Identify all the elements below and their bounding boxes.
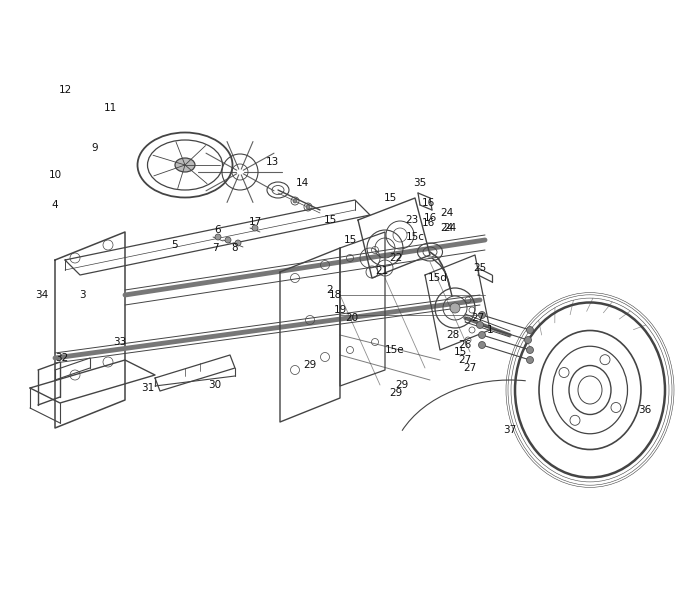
Circle shape xyxy=(526,347,533,353)
Text: 27: 27 xyxy=(458,355,472,365)
Circle shape xyxy=(225,237,231,243)
Circle shape xyxy=(526,356,533,364)
Text: 7: 7 xyxy=(211,243,218,253)
Text: 16: 16 xyxy=(424,213,437,223)
Text: 6: 6 xyxy=(215,225,221,235)
Ellipse shape xyxy=(175,158,195,172)
Text: 3: 3 xyxy=(78,290,85,300)
Text: 4: 4 xyxy=(52,200,58,210)
Circle shape xyxy=(479,342,486,348)
Text: 18: 18 xyxy=(328,290,342,300)
Text: 35: 35 xyxy=(414,178,426,188)
Text: 29: 29 xyxy=(303,360,316,370)
Circle shape xyxy=(477,322,484,328)
Circle shape xyxy=(306,205,310,209)
Circle shape xyxy=(252,225,258,231)
Text: 16: 16 xyxy=(421,218,435,228)
Text: 15: 15 xyxy=(323,215,337,225)
Text: 36: 36 xyxy=(638,405,652,415)
Text: 21: 21 xyxy=(375,266,389,276)
Text: 27: 27 xyxy=(471,313,484,323)
Circle shape xyxy=(293,199,297,203)
Text: 19: 19 xyxy=(333,305,346,315)
Text: 23: 23 xyxy=(405,215,419,225)
Text: 15: 15 xyxy=(454,347,467,357)
Text: 2: 2 xyxy=(327,285,333,295)
Text: 1: 1 xyxy=(486,325,493,335)
Text: 20: 20 xyxy=(345,313,358,323)
Text: 22: 22 xyxy=(389,253,402,263)
Text: 26: 26 xyxy=(458,340,472,350)
Circle shape xyxy=(450,303,460,313)
Text: 14: 14 xyxy=(295,178,309,188)
Text: 16: 16 xyxy=(421,198,435,208)
Text: 29: 29 xyxy=(389,388,402,398)
Text: 15: 15 xyxy=(384,193,397,203)
Text: 37: 37 xyxy=(503,425,517,435)
Text: 10: 10 xyxy=(48,170,62,180)
Text: 11: 11 xyxy=(104,103,117,113)
Text: 15c: 15c xyxy=(405,232,424,242)
Text: 15d: 15d xyxy=(428,273,448,283)
Text: 34: 34 xyxy=(36,290,48,300)
Text: 24: 24 xyxy=(440,223,454,233)
Text: 24: 24 xyxy=(443,223,456,233)
Text: 28: 28 xyxy=(447,330,460,340)
Circle shape xyxy=(479,311,486,319)
Text: 31: 31 xyxy=(141,383,155,393)
Text: 30: 30 xyxy=(209,380,222,390)
Text: 12: 12 xyxy=(58,85,71,95)
Circle shape xyxy=(215,234,221,240)
Circle shape xyxy=(526,326,533,334)
Text: 8: 8 xyxy=(232,243,238,253)
Text: 32: 32 xyxy=(55,353,69,363)
Text: 15e: 15e xyxy=(385,345,405,355)
Text: 25: 25 xyxy=(473,263,486,273)
Text: 5: 5 xyxy=(172,240,178,250)
Text: 15: 15 xyxy=(344,235,356,245)
Text: 27: 27 xyxy=(463,363,477,373)
Text: 9: 9 xyxy=(92,143,98,153)
Text: 24: 24 xyxy=(440,208,454,218)
Circle shape xyxy=(235,240,241,246)
Text: 13: 13 xyxy=(265,157,279,167)
Circle shape xyxy=(479,331,486,339)
Text: 33: 33 xyxy=(113,337,127,347)
Circle shape xyxy=(524,337,531,343)
Text: 29: 29 xyxy=(395,380,409,390)
Text: 17: 17 xyxy=(248,217,262,227)
